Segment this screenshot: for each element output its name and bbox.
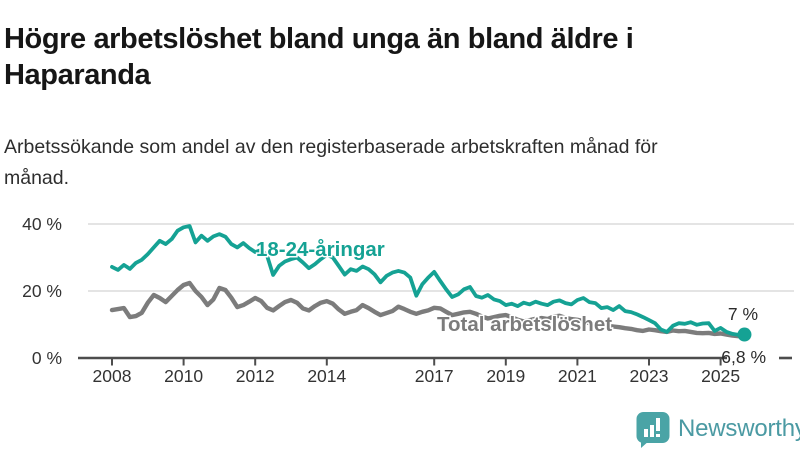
x-axis-label-2021: 2021: [558, 366, 597, 386]
y-axis-label-0: 0 %: [32, 348, 62, 368]
x-axis-label-2014: 2014: [307, 366, 346, 386]
x-axis-label-2010: 2010: [164, 366, 203, 386]
page-title: Högre arbetslöshet bland unga än bland ä…: [4, 23, 634, 92]
series-label-total: Total arbetslöshet: [437, 313, 612, 336]
x-axis-label-2025: 2025: [701, 366, 740, 386]
x-axis-label-2017: 2017: [415, 366, 454, 386]
newsworthy-logo-icon: [636, 412, 670, 448]
series-end-label-youth: 7 %: [728, 304, 758, 324]
speech-bubble-chart-icon: [636, 412, 670, 448]
series-end-label-total: 6,8 %: [721, 347, 766, 367]
chart-subtitle: Arbetssökande som andel av den registerb…: [4, 135, 658, 189]
x-axis-label-2023: 2023: [630, 366, 669, 386]
x-axis-label-2019: 2019: [486, 366, 525, 386]
series-line-total: [109, 280, 747, 339]
y-axis-label-20: 20 %: [22, 281, 62, 301]
series-end-dot-youth: [737, 327, 752, 342]
x-axis-label-2012: 2012: [236, 366, 275, 386]
series-line-youth: [110, 224, 747, 337]
brand-name: Newsworthy: [678, 415, 800, 442]
y-axis-label-40: 40 %: [22, 214, 62, 234]
newsworthy-logo[interactable]: Newsworthy: [636, 410, 800, 448]
x-axis-label-2008: 2008: [93, 366, 132, 386]
series-label-youth: 18-24-åringar: [256, 238, 385, 261]
